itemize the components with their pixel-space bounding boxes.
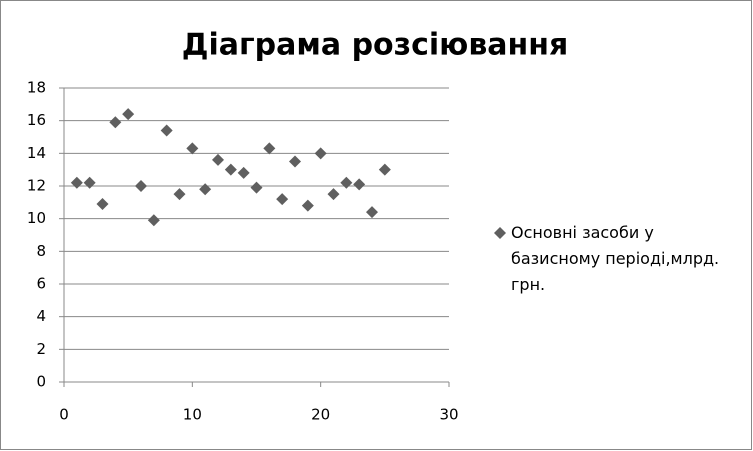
data-point (314, 147, 327, 160)
data-point (186, 142, 199, 155)
x-tick-label: 20 (311, 406, 330, 424)
data-point (340, 176, 353, 189)
y-tick-label: 0 (36, 373, 46, 391)
data-point (366, 206, 378, 219)
data-point (109, 116, 122, 129)
y-tick-label: 8 (36, 242, 46, 260)
y-tick-label: 2 (36, 340, 46, 358)
y-tick-label: 18 (27, 79, 46, 97)
y-tick-label: 4 (36, 307, 46, 325)
data-point (160, 124, 173, 137)
y-tick-label: 12 (27, 177, 46, 195)
data-point (122, 108, 135, 121)
legend-marker (494, 227, 506, 239)
data-point (250, 181, 263, 194)
data-point (263, 142, 276, 155)
data-point (353, 178, 366, 191)
data-point (289, 155, 301, 168)
data-point (135, 180, 147, 192)
data-point (224, 163, 237, 176)
legend-label: Основні засоби у базисному періоді,млрд.… (511, 223, 720, 294)
data-point (70, 176, 83, 189)
y-tick-label: 6 (36, 275, 46, 293)
x-tick-label: 10 (183, 406, 202, 424)
data-point (237, 166, 250, 179)
data-point (378, 163, 391, 176)
data-point (96, 197, 109, 210)
data-point (173, 188, 186, 201)
y-tick-label: 10 (27, 209, 46, 227)
data-point (199, 183, 212, 196)
data-point (83, 176, 96, 189)
y-tick-label: 14 (27, 144, 46, 162)
y-tick-label: 16 (27, 111, 46, 129)
data-point (327, 188, 340, 201)
data-point (276, 193, 289, 206)
data-point (301, 199, 314, 212)
chart-title: Діаграма розсіювання (182, 28, 569, 63)
x-tick-label: 0 (59, 406, 69, 424)
data-point (147, 214, 160, 227)
x-tick-label: 30 (439, 406, 458, 424)
data-point (212, 153, 224, 166)
